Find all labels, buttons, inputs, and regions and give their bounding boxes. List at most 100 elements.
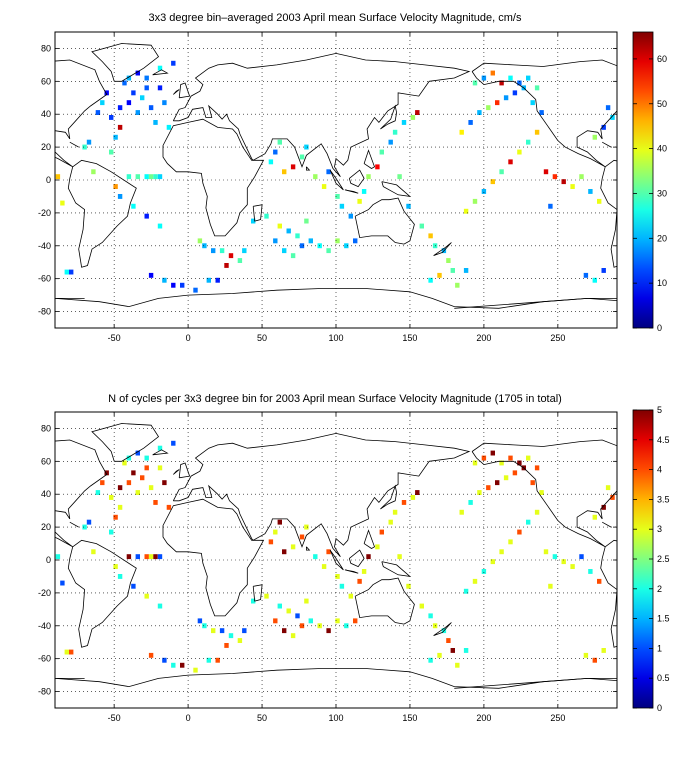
coastlines xyxy=(55,423,617,689)
data-bin xyxy=(392,509,398,515)
data-bin xyxy=(406,583,411,589)
colorbar-tick-label: 30 xyxy=(657,188,667,198)
data-bin xyxy=(601,268,606,273)
data-bin xyxy=(499,549,504,555)
data-bin xyxy=(335,238,340,244)
data-bin xyxy=(463,588,469,594)
x-tick-label: 50 xyxy=(257,713,267,723)
data-bin xyxy=(419,603,424,609)
data-bin xyxy=(415,110,420,115)
data-bin xyxy=(171,440,176,446)
colorbar-tick-label: 20 xyxy=(657,233,667,243)
data-bin xyxy=(140,475,145,481)
data-bin xyxy=(117,124,123,130)
data-bin xyxy=(499,169,504,175)
data-bin xyxy=(100,480,105,486)
y-tick-label: -40 xyxy=(38,621,51,631)
data-bin xyxy=(197,238,203,244)
data-bin xyxy=(109,149,114,155)
data-bin xyxy=(472,460,478,466)
data-bin xyxy=(162,480,167,486)
data-bin xyxy=(428,657,433,663)
coastline xyxy=(685,70,696,75)
data-bin xyxy=(193,287,198,293)
y-tick-label: 40 xyxy=(41,489,51,499)
data-bin xyxy=(392,129,398,135)
y-tick-label: -60 xyxy=(38,274,51,284)
data-bin xyxy=(517,529,522,535)
data-bin xyxy=(193,667,198,673)
data-bin xyxy=(237,258,243,263)
data-bin xyxy=(455,662,460,668)
colorbar-tick-label: 5 xyxy=(657,405,662,415)
data-bin xyxy=(592,514,597,520)
data-bin xyxy=(60,580,65,586)
data-bin xyxy=(264,213,269,219)
data-bin xyxy=(592,134,597,140)
data-bin xyxy=(153,500,158,505)
colorbar-tick-label: 1 xyxy=(657,643,662,653)
data-bin xyxy=(224,263,229,268)
data-bin xyxy=(530,100,535,106)
data-bin xyxy=(157,85,163,91)
data-bin xyxy=(499,460,504,466)
x-tick-label: 0 xyxy=(186,713,191,723)
data-bin xyxy=(140,95,145,101)
data-bin xyxy=(503,95,509,101)
data-bin xyxy=(419,223,424,229)
data-bin xyxy=(82,144,87,150)
data-bin xyxy=(570,564,575,569)
data-bin xyxy=(126,100,132,106)
data-bin xyxy=(428,277,433,283)
data-bin xyxy=(348,213,353,219)
data-bin xyxy=(282,628,287,634)
data-bin xyxy=(277,603,282,609)
data-bin xyxy=(539,110,544,115)
data-bin xyxy=(153,174,158,180)
data-bin xyxy=(517,460,522,466)
data-bin xyxy=(548,583,553,589)
coastline xyxy=(344,189,359,194)
data-bin xyxy=(539,490,544,495)
y-tick-label: -20 xyxy=(38,588,51,598)
data-bin xyxy=(299,623,305,629)
data-bin xyxy=(117,194,123,199)
data-bin xyxy=(144,174,149,180)
data-bin xyxy=(308,618,313,624)
coastline xyxy=(363,529,375,549)
data-bin xyxy=(95,490,101,495)
data-bin xyxy=(290,544,296,550)
data-bin xyxy=(211,628,216,634)
coastline xyxy=(55,59,108,168)
colorbar-tick-label: 4 xyxy=(657,465,662,475)
colorbar-tick-label: 40 xyxy=(657,144,667,154)
y-tick-label: 40 xyxy=(41,109,51,119)
data-bin xyxy=(126,480,132,486)
data-bin xyxy=(219,248,225,254)
y-tick-label: 80 xyxy=(41,43,51,53)
data-bin xyxy=(517,149,522,155)
data-bin xyxy=(304,218,309,224)
colorbar-tick-label: 3 xyxy=(657,524,662,534)
data-bin xyxy=(597,198,602,204)
data-bin xyxy=(592,657,597,663)
data-bin xyxy=(171,60,176,66)
data-bin xyxy=(313,174,318,180)
x-tick-label: 200 xyxy=(476,333,491,343)
x-tick-label: -50 xyxy=(108,333,121,343)
data-bin xyxy=(157,223,163,229)
data-bin xyxy=(64,649,69,655)
coastline xyxy=(380,484,398,510)
coastline xyxy=(329,549,344,571)
coastline xyxy=(67,539,137,648)
data-bin xyxy=(561,179,566,185)
coastline xyxy=(381,181,412,197)
data-bin xyxy=(162,100,167,106)
data-bin xyxy=(202,243,207,249)
coastline xyxy=(172,52,471,177)
data-bin xyxy=(148,554,154,560)
coastline xyxy=(600,539,617,648)
data-bin xyxy=(508,455,513,461)
data-bin xyxy=(251,598,256,604)
data-bin xyxy=(605,105,611,111)
